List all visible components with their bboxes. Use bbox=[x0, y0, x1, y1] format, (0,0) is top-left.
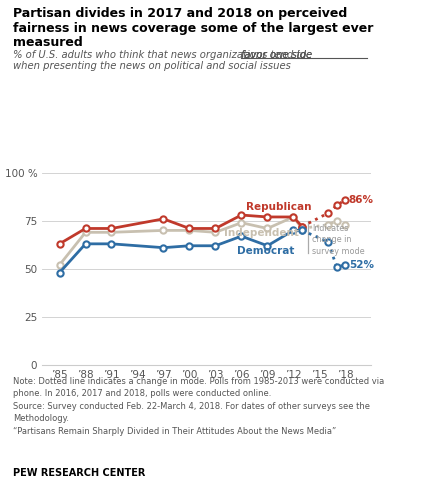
Text: Indicates
change in
survey mode: Indicates change in survey mode bbox=[312, 224, 365, 256]
Text: fairness in news coverage some of the largest ever: fairness in news coverage some of the la… bbox=[13, 22, 373, 35]
Text: Independent: Independent bbox=[224, 228, 299, 238]
Text: 86%: 86% bbox=[349, 195, 374, 204]
Text: favor one side: favor one side bbox=[241, 50, 313, 60]
Text: % of U.S. adults who think that news organizations tend to: % of U.S. adults who think that news org… bbox=[13, 50, 309, 60]
Text: Republican: Republican bbox=[246, 203, 311, 212]
Text: measured: measured bbox=[13, 36, 82, 49]
Text: favor one side: favor one side bbox=[241, 50, 313, 60]
Text: Democrat: Democrat bbox=[237, 246, 295, 255]
Text: 52%: 52% bbox=[349, 260, 374, 270]
Text: when presenting the news on political and social issues: when presenting the news on political an… bbox=[13, 61, 290, 72]
Text: Note: Dotted line indicates a change in mode. Polls from 1985-2013 were conducte: Note: Dotted line indicates a change in … bbox=[13, 377, 384, 436]
Text: Partisan divides in 2017 and 2018 on perceived: Partisan divides in 2017 and 2018 on per… bbox=[13, 7, 347, 20]
Text: PEW RESEARCH CENTER: PEW RESEARCH CENTER bbox=[13, 468, 145, 478]
